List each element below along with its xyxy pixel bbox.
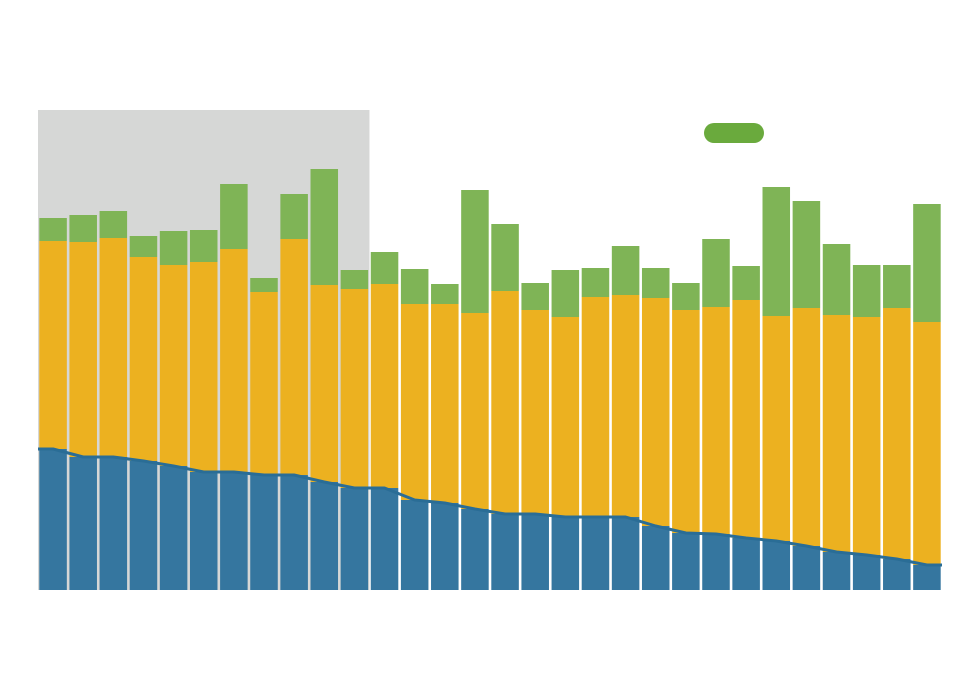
bar-bottom-26 (792, 546, 821, 590)
bar-bottom-17 (521, 514, 549, 590)
bar-bottom-4 (129, 461, 158, 590)
bar-middle-17 (521, 310, 549, 514)
bar-bottom-3 (99, 457, 128, 590)
bar-middle-6 (189, 262, 218, 472)
bar-bottom-9 (280, 475, 308, 590)
bar-top-20 (611, 246, 640, 295)
bar-top-3 (99, 211, 128, 238)
bar-middle-14 (431, 304, 459, 503)
bar-middle-10 (310, 285, 339, 482)
bar-top-11 (340, 270, 369, 289)
bar-bottom-11 (340, 488, 369, 590)
bar-top-5 (159, 231, 188, 265)
bar-middle-16 (491, 291, 519, 514)
bar-top-16 (491, 224, 519, 291)
bar-middle-8 (250, 292, 278, 475)
bar-top-8 (250, 278, 278, 292)
bar-middle-19 (581, 297, 610, 517)
bar-middle-5 (159, 265, 188, 466)
bar-top-28 (852, 265, 881, 317)
bar-middle-21 (641, 298, 670, 526)
bar-middle-7 (220, 249, 248, 472)
bar-top-15 (461, 190, 489, 313)
bar-bottom-2 (69, 457, 97, 590)
bar-top-23 (702, 239, 730, 307)
bar-middle-27 (822, 315, 851, 552)
bar-top-18 (551, 270, 580, 317)
bar-middle-3 (99, 238, 128, 457)
bar-top-24 (732, 266, 760, 300)
bar-top-4 (129, 236, 158, 257)
bar-top-30 (913, 204, 941, 322)
bar-top-7 (220, 184, 248, 249)
bar-bottom-23 (702, 534, 730, 590)
bar-top-12 (370, 252, 399, 284)
bar-middle-29 (883, 308, 911, 559)
bar-middle-1 (39, 241, 67, 449)
bar-top-27 (822, 244, 851, 315)
bar-bottom-6 (189, 472, 218, 590)
bar-bottom-24 (732, 538, 760, 590)
bar-bottom-20 (611, 517, 640, 590)
bar-bottom-7 (220, 472, 248, 590)
legend-marker (704, 123, 764, 143)
legend-layer (704, 123, 764, 143)
bar-bottom-8 (250, 475, 278, 590)
bar-middle-9 (280, 239, 308, 475)
bar-middle-25 (762, 316, 791, 541)
bar-bottom-16 (491, 514, 519, 590)
bar-middle-18 (551, 317, 580, 517)
bar-bottom-18 (551, 517, 580, 590)
bar-top-6 (189, 230, 218, 262)
bar-middle-22 (672, 310, 700, 533)
trend-line-layer (38, 447, 942, 567)
bar-bottom-10 (310, 482, 339, 590)
bar-bottom-14 (431, 503, 459, 590)
bar-top-10 (310, 169, 339, 285)
bar-middle-15 (461, 313, 489, 509)
bar-middle-20 (611, 295, 640, 517)
bar-middle-23 (702, 307, 730, 534)
bar-middle-24 (732, 300, 760, 538)
bar-bottom-1 (39, 449, 67, 590)
bar-top-29 (883, 265, 911, 308)
bar-middle-12 (370, 284, 399, 488)
bar-top-19 (581, 268, 610, 297)
bar-top-21 (641, 268, 670, 298)
bar-bottom-22 (672, 533, 700, 590)
bar-middle-28 (852, 317, 881, 555)
bar-bottom-30 (913, 565, 941, 590)
bar-bottom-5 (159, 466, 188, 590)
bar-top-1 (39, 218, 67, 241)
bar-bottom-21 (641, 526, 670, 590)
bar-bottom-25 (762, 541, 791, 590)
bars-layer (39, 169, 941, 590)
bar-bottom-27 (822, 552, 851, 590)
bar-top-22 (672, 283, 700, 310)
bar-bottom-15 (461, 509, 489, 590)
bar-middle-13 (400, 304, 429, 500)
bottom-series-trend-line (38, 447, 942, 567)
bar-middle-30 (913, 322, 941, 565)
bar-top-9 (280, 194, 308, 239)
bar-middle-26 (792, 308, 821, 546)
bar-middle-4 (129, 257, 158, 461)
bar-top-17 (521, 283, 549, 310)
bar-bottom-28 (852, 555, 881, 590)
bar-top-2 (69, 215, 97, 242)
bar-top-26 (792, 201, 821, 308)
bar-top-13 (400, 269, 429, 304)
bar-bottom-12 (370, 488, 399, 590)
bar-top-25 (762, 187, 791, 316)
bar-top-14 (431, 284, 459, 304)
bar-middle-2 (69, 242, 97, 457)
bar-middle-11 (340, 289, 369, 488)
bar-bottom-13 (400, 500, 429, 590)
bar-bottom-29 (883, 559, 911, 590)
bar-bottom-19 (581, 517, 610, 590)
